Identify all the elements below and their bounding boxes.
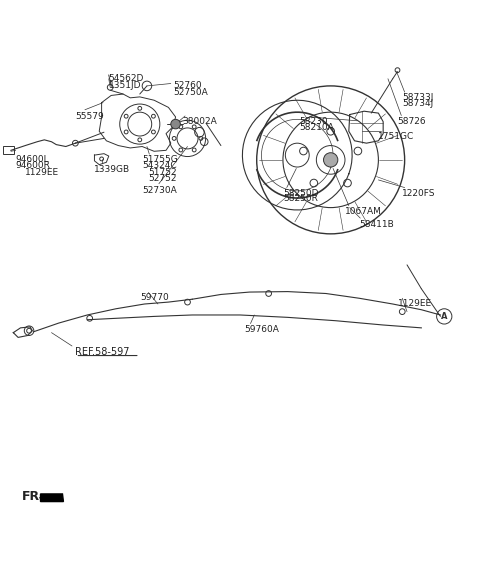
Text: 94600R: 94600R [16, 161, 50, 170]
Text: 58230: 58230 [300, 117, 328, 126]
Text: 58733J: 58733J [402, 93, 433, 102]
Text: 1339GB: 1339GB [95, 164, 131, 174]
Text: 1351JD: 1351JD [109, 81, 141, 90]
Circle shape [324, 153, 338, 167]
Text: A: A [441, 312, 447, 321]
Text: 59770: 59770 [140, 294, 168, 302]
Text: 58250D: 58250D [283, 188, 318, 197]
Text: 58250R: 58250R [283, 194, 318, 203]
Text: 1129EE: 1129EE [397, 299, 432, 308]
Text: 1129EE: 1129EE [25, 168, 60, 177]
Text: 52730A: 52730A [142, 186, 177, 195]
Text: 1220FS: 1220FS [402, 190, 436, 198]
Text: 58734J: 58734J [402, 99, 433, 108]
Text: 38002A: 38002A [183, 117, 217, 126]
Text: 58210A: 58210A [300, 123, 335, 132]
Text: 51752: 51752 [148, 168, 177, 177]
Text: 54562D: 54562D [109, 74, 144, 83]
Text: 54324C: 54324C [142, 161, 177, 170]
Circle shape [171, 119, 180, 129]
Text: 55579: 55579 [75, 112, 104, 121]
Text: 51755G: 51755G [142, 155, 178, 164]
Text: 52760: 52760 [173, 81, 202, 90]
Text: 94600L: 94600L [16, 155, 49, 164]
Text: 52750A: 52750A [173, 88, 208, 97]
Text: REF.58-597: REF.58-597 [75, 347, 130, 357]
Text: 58726: 58726 [397, 117, 426, 126]
Text: 58411B: 58411B [360, 220, 394, 228]
Text: 1751GC: 1751GC [378, 132, 415, 141]
FancyBboxPatch shape [3, 146, 14, 154]
Text: 1067AM: 1067AM [345, 207, 382, 215]
Text: 59760A: 59760A [245, 325, 280, 333]
Text: FR.: FR. [22, 490, 45, 503]
Polygon shape [40, 494, 63, 501]
Text: 52752: 52752 [148, 174, 177, 183]
